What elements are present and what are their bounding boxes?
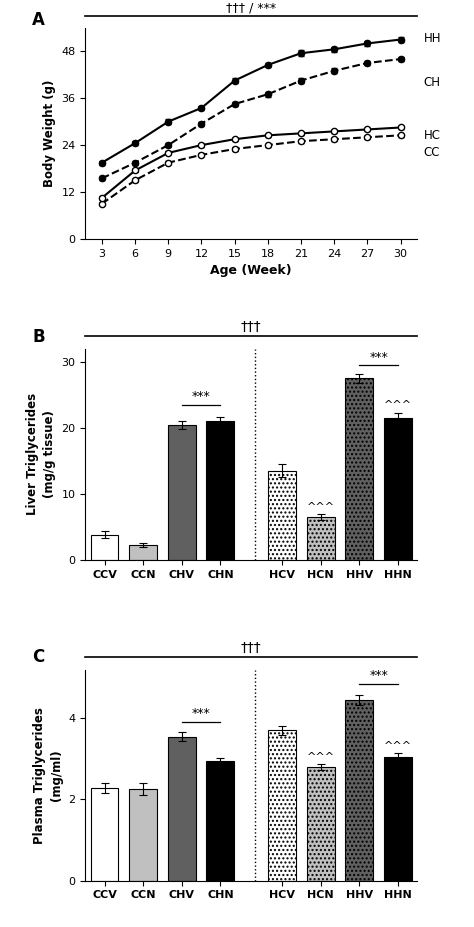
Text: CC: CC xyxy=(424,146,440,159)
Text: A: A xyxy=(32,11,45,29)
Text: C: C xyxy=(32,649,45,667)
Text: ^^^: ^^^ xyxy=(384,741,412,751)
Text: ***: *** xyxy=(369,350,388,364)
Text: ^^^: ^^^ xyxy=(384,400,412,410)
Bar xyxy=(384,418,412,560)
Bar xyxy=(168,425,196,560)
Y-axis label: Liver Triglycerides
(mg/g tissue): Liver Triglycerides (mg/g tissue) xyxy=(26,393,56,515)
Text: ^^^: ^^^ xyxy=(307,502,335,512)
Y-axis label: Body Weight (g): Body Weight (g) xyxy=(43,80,56,187)
Text: †††: ††† xyxy=(241,641,262,654)
Text: HC: HC xyxy=(424,129,441,142)
Bar xyxy=(207,421,234,560)
Text: B: B xyxy=(32,327,45,346)
Bar xyxy=(168,737,196,881)
Bar xyxy=(307,767,335,881)
Text: ††† / ***: ††† / *** xyxy=(226,1,276,14)
X-axis label: Age (Week): Age (Week) xyxy=(210,264,292,277)
Text: HH: HH xyxy=(424,32,441,45)
Bar xyxy=(268,730,296,881)
Text: ***: *** xyxy=(191,707,210,720)
Bar xyxy=(346,700,373,881)
Bar xyxy=(207,761,234,881)
Text: CH: CH xyxy=(424,76,441,89)
Text: ***: *** xyxy=(369,668,388,681)
Bar xyxy=(268,471,296,560)
Bar xyxy=(346,378,373,560)
Bar xyxy=(91,788,118,881)
Bar xyxy=(307,517,335,560)
Text: ***: *** xyxy=(191,390,210,403)
Y-axis label: Plasma Triglycerides
(mg/ml): Plasma Triglycerides (mg/ml) xyxy=(33,706,63,844)
Bar xyxy=(129,789,157,881)
Bar xyxy=(91,535,118,560)
Bar xyxy=(384,756,412,881)
Bar xyxy=(129,545,157,560)
Text: ^^^: ^^^ xyxy=(307,752,335,762)
Text: †††: ††† xyxy=(241,320,262,334)
